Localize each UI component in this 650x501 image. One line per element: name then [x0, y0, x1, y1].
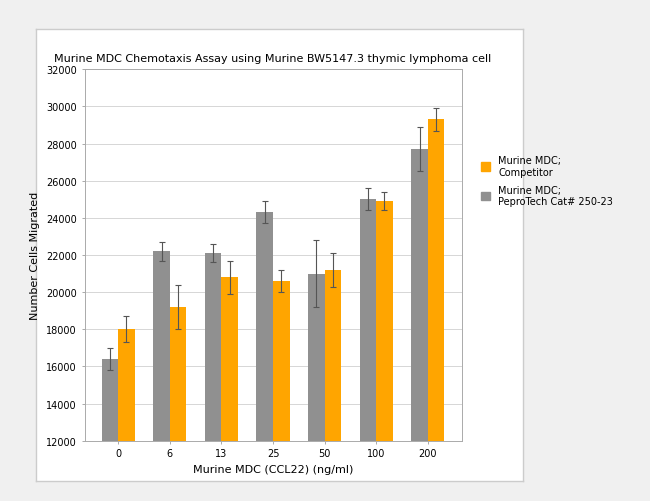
- Bar: [376, 202, 393, 501]
- Bar: [257, 213, 273, 501]
- Bar: [153, 252, 170, 501]
- Bar: [222, 278, 238, 501]
- Bar: [273, 282, 289, 501]
- Title: Murine MDC Chemotaxis Assay using Murine BW5147.3 thymic lymphoma cell: Murine MDC Chemotaxis Assay using Murine…: [55, 54, 491, 64]
- Legend: Murine MDC;
Competitor, Murine MDC;
PeproTech Cat# 250-23: Murine MDC; Competitor, Murine MDC; Pepr…: [478, 153, 616, 210]
- Bar: [411, 150, 428, 501]
- Bar: [205, 254, 222, 501]
- Bar: [170, 308, 187, 501]
- X-axis label: Murine MDC (CCL22) (ng/ml): Murine MDC (CCL22) (ng/ml): [193, 464, 353, 474]
- Bar: [118, 330, 135, 501]
- Bar: [308, 274, 324, 501]
- Y-axis label: Number Cells Migrated: Number Cells Migrated: [31, 191, 40, 320]
- Bar: [101, 359, 118, 501]
- Bar: [324, 271, 341, 501]
- Bar: [359, 200, 376, 501]
- Bar: [428, 120, 445, 501]
